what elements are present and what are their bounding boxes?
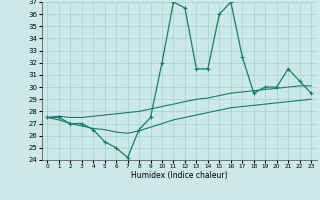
X-axis label: Humidex (Indice chaleur): Humidex (Indice chaleur) bbox=[131, 171, 228, 180]
